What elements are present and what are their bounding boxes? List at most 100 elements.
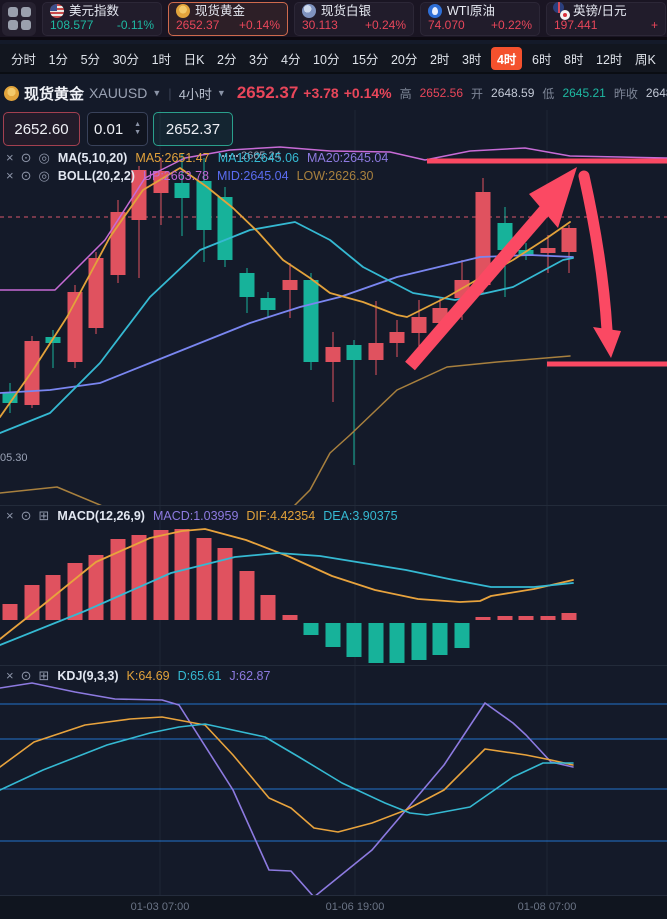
tab-2h[interactable]: 2时 (429, 52, 450, 67)
main-candlestick-chart[interactable] (0, 0, 667, 505)
app-grid-icon[interactable] (2, 1, 36, 36)
ma-indicator-row: × ⊙ ◎ MA(5,10,20) MA5:2651.47 MA10:2645.06… (6, 150, 388, 166)
eye-icon[interactable]: ◎ (38, 150, 50, 165)
tab-6h[interactable]: 6时 (532, 52, 552, 67)
ticker-usd-index[interactable]: 美元指数 108.577 -0.11% (42, 1, 162, 36)
add-panel-icon[interactable]: ⊞ (38, 508, 50, 523)
chevron-down-icon[interactable]: ▼ (216, 88, 226, 98)
tab-10min[interactable]: 10分 (313, 52, 340, 67)
ticker-wti-oil[interactable]: WTI原油 74.070 +0.22% (420, 1, 540, 36)
tab-3min[interactable]: 3分 (249, 52, 269, 67)
close-icon[interactable]: × (6, 668, 14, 683)
close-icon[interactable]: × (6, 150, 14, 165)
gbp-jpy-flags-icon (553, 2, 570, 20)
ticker-name: 现货白银 (321, 4, 372, 18)
panel-divider (0, 505, 667, 506)
macd-value: MACD:1.03959 (152, 509, 239, 523)
tab-5min[interactable]: 5分 (80, 52, 101, 67)
sell-price-button[interactable]: 2652.60 (3, 112, 80, 146)
eye-icon[interactable]: ◎ (38, 168, 50, 183)
tab-20min[interactable]: 20分 (390, 52, 418, 67)
tab-30min[interactable]: 30分 (112, 52, 140, 67)
settings-icon[interactable]: ⊙ (20, 150, 32, 165)
ticker-change: +0.24% (364, 18, 406, 32)
dotted-line (222, 155, 238, 158)
price-change-pct: +0.14% (343, 85, 392, 101)
settings-icon[interactable]: ⊙ (20, 668, 32, 683)
tab-8h[interactable]: 8时 (564, 52, 584, 67)
last-price: 2652.37 (236, 83, 299, 102)
ticker-name: 英镑/日元 (573, 4, 627, 18)
tab-1min[interactable]: 1分 (48, 52, 69, 67)
settings-icon[interactable]: ⊙ (20, 508, 32, 523)
tab-1h[interactable]: 1时 (151, 52, 172, 67)
ticker-value: 30.113 (302, 18, 338, 32)
ticker-name: WTI原油 (447, 4, 495, 18)
prev-close-value: 2648 (645, 86, 667, 100)
axis-tick-label: 01-03 07:00 (130, 901, 190, 913)
ticker-value: 197.441 (554, 18, 598, 32)
open-label: 开 (471, 86, 484, 101)
tab-15min[interactable]: 15分 (352, 52, 379, 67)
tab-4min[interactable]: 4分 (281, 52, 301, 67)
step-up-icon[interactable]: ▲ (134, 121, 141, 128)
buy-price-button[interactable]: 2652.37 (153, 112, 233, 146)
price-change: +3.78 (303, 85, 339, 101)
top-ticker-bar: 美元指数 108.577 -0.11% 现货黄金 2652.37 +0.14% … (0, 0, 667, 40)
buy-price: 2652.37 (165, 120, 221, 138)
ticker-spot-silver[interactable]: 现货白银 30.113 +0.24% (294, 1, 414, 36)
dif-value: DIF:4.42354 (246, 509, 316, 523)
silver-coin-icon (302, 4, 316, 18)
quantity-stepper[interactable]: 0.01 ▲ ▼ (87, 112, 148, 146)
ticker-gbp-jpy[interactable]: 英镑/日元 197.441 + (546, 1, 666, 36)
tab-12h[interactable]: 12时 (596, 52, 623, 67)
tab-fenshi[interactable]: 分时 (11, 52, 37, 67)
macd-indicator-row: × ⊙ ⊞ MACD(12,26,9) MACD:1.03959 DIF:4.423… (6, 508, 398, 524)
sell-price: 2652.60 (14, 120, 69, 138)
kdj-panel-chart[interactable] (0, 665, 667, 895)
ticker-value: 2652.37 (176, 18, 220, 32)
us-flag-icon (50, 4, 64, 18)
symbol-code[interactable]: XAUUSD (89, 85, 148, 101)
axis-tick-label: 01-06 19:00 (325, 901, 385, 913)
tab-daily[interactable]: 日K (183, 52, 205, 67)
j-value: J:62.87 (229, 669, 271, 683)
step-value: 0.01 (94, 120, 124, 138)
ma5-value: MA5:2651.47 (135, 151, 210, 165)
close-icon[interactable]: × (6, 168, 14, 183)
divider: | (168, 85, 172, 101)
ma20-value: MA20:2645.04 (307, 151, 389, 165)
ticker-spot-gold[interactable]: 现货黄金 2652.37 +0.14% (168, 1, 288, 36)
gold-coin-icon (4, 85, 19, 101)
high-price-marker: 2665.24 (222, 150, 281, 162)
add-panel-icon[interactable]: ⊞ (38, 668, 50, 683)
ma-title: MA(5,10,20) (57, 151, 128, 165)
symbol-name: 现货黄金 (24, 85, 85, 103)
tab-weekly[interactable]: 周K (635, 52, 656, 67)
open-value: 2648.59 (491, 86, 535, 100)
boll-mid-value: MID:2645.04 (216, 169, 289, 183)
close-icon[interactable]: × (6, 508, 14, 523)
ticker-name: 美元指数 (69, 4, 120, 18)
kdj-indicator-row: × ⊙ ⊞ KDJ(9,3,3) K:64.69 D:65.61 J:62.87 (6, 668, 270, 684)
timeframe-tabs: 分时 1分 5分 30分 1时 日K 2分 3分 4分 10分 15分 20分 … (0, 44, 667, 74)
macd-panel-chart[interactable] (0, 505, 667, 665)
axis-tick-label: 01-08 07:00 (517, 901, 577, 913)
tab-4h-selected[interactable]: 4时 (490, 46, 523, 70)
high-value: 2652.56 (419, 86, 464, 100)
high-label: 高 (399, 86, 412, 101)
boll-low-value: LOW:2626.30 (296, 169, 374, 183)
symbol-info-row: 现货黄金 XAUUSD ▼ | 4小时 ▼ 2652.37 +3.78 +0.1… (0, 80, 667, 106)
boll-title: BOLL(20,2,2) (57, 169, 135, 183)
gold-coin-icon (176, 4, 190, 18)
k-value: K:64.69 (126, 669, 170, 683)
boll-indicator-row: × ⊙ ◎ BOLL(20,2,2) UP:2663.78 MID:2645.04 … (6, 168, 373, 184)
tab-2min[interactable]: 2分 (217, 52, 237, 67)
step-down-icon[interactable]: ▼ (134, 129, 141, 136)
ticker-value: 108.577 (50, 18, 94, 32)
ticker-change: +0.22% (490, 18, 532, 32)
tab-3h[interactable]: 3时 (461, 52, 482, 67)
settings-icon[interactable]: ⊙ (20, 168, 32, 183)
interval-selector[interactable]: 4小时 (178, 86, 212, 102)
chevron-down-icon[interactable]: ▼ (152, 88, 162, 98)
